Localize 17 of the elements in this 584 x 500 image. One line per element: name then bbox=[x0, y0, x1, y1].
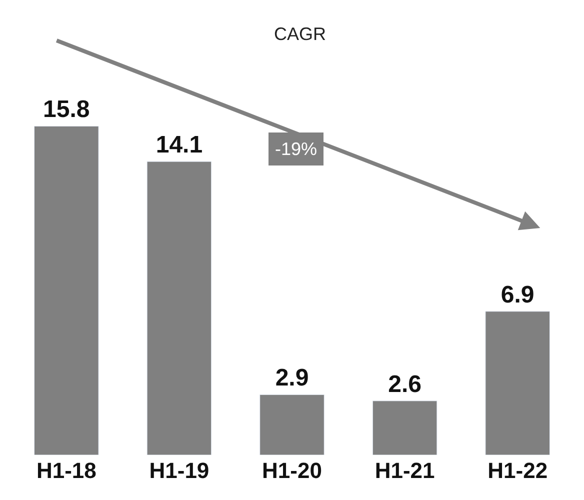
bar bbox=[485, 311, 550, 455]
x-tick-label: H1-18 bbox=[36, 458, 96, 483]
x-tick-label: H1-19 bbox=[149, 458, 210, 483]
data-label: 2.6 bbox=[388, 370, 422, 398]
bar bbox=[34, 126, 99, 455]
data-label: 2.9 bbox=[275, 364, 309, 392]
data-label: 15.8 bbox=[43, 96, 90, 124]
bar bbox=[372, 400, 438, 455]
annotation: -19% bbox=[275, 139, 318, 159]
bar bbox=[260, 394, 324, 455]
data-label: 14.1 bbox=[156, 132, 203, 159]
text: CAGR bbox=[274, 24, 326, 44]
x-tick-label: H1-20 bbox=[262, 458, 322, 483]
data-label: 6.9 bbox=[500, 281, 534, 308]
x-tick-label: H1-21 bbox=[374, 458, 435, 483]
x-tick-label: H1-22 bbox=[488, 458, 548, 483]
bar bbox=[146, 161, 212, 455]
